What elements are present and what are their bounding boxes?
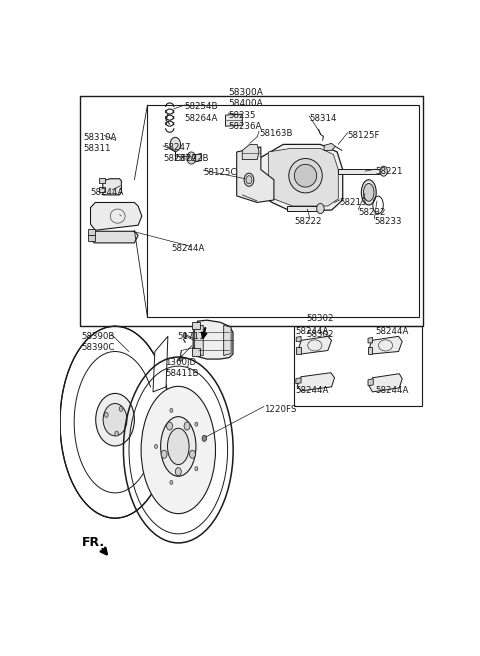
Text: 51711: 51711 [177, 333, 204, 341]
Text: 58254B
58264A: 58254B 58264A [185, 102, 218, 123]
Text: 58302: 58302 [306, 314, 334, 323]
Polygon shape [153, 337, 168, 392]
Text: 58390B
58390C: 58390B 58390C [82, 333, 115, 352]
Circle shape [155, 444, 157, 449]
Text: 1360JD
58411B: 1360JD 58411B [165, 358, 198, 378]
Bar [99, 188, 105, 192]
Text: 58213: 58213 [340, 198, 367, 207]
Circle shape [96, 394, 134, 446]
Circle shape [167, 422, 172, 430]
Polygon shape [297, 373, 335, 391]
Ellipse shape [294, 165, 317, 187]
Polygon shape [369, 337, 402, 354]
Circle shape [380, 166, 387, 176]
Polygon shape [368, 379, 373, 386]
Bar [192, 321, 200, 329]
Circle shape [170, 409, 173, 413]
Text: 58235
58236A: 58235 58236A [228, 111, 262, 131]
Polygon shape [268, 148, 338, 206]
Circle shape [195, 466, 198, 471]
Ellipse shape [289, 159, 322, 193]
Bar [147, 105, 419, 317]
Text: 58244A: 58244A [296, 327, 329, 337]
Bar [294, 326, 422, 406]
Text: 58244A: 58244A [296, 386, 329, 395]
Circle shape [190, 450, 195, 459]
Circle shape [170, 137, 180, 152]
Circle shape [317, 203, 324, 214]
Text: 58232: 58232 [359, 207, 386, 216]
Circle shape [119, 406, 123, 411]
Ellipse shape [361, 180, 376, 205]
Text: 58300A
58400A: 58300A 58400A [228, 88, 264, 108]
Bar [88, 236, 96, 241]
Circle shape [161, 450, 167, 459]
Ellipse shape [363, 184, 374, 201]
Polygon shape [298, 337, 332, 354]
Text: 58222B: 58222B [175, 154, 209, 163]
Text: 58244A: 58244A [375, 386, 409, 395]
Circle shape [187, 152, 196, 164]
Text: 58233: 58233 [374, 216, 402, 226]
Polygon shape [242, 144, 259, 159]
Text: 58163B: 58163B [259, 129, 292, 138]
Polygon shape [91, 232, 138, 243]
Bar [88, 229, 96, 236]
Polygon shape [195, 325, 203, 356]
Text: 58125C: 58125C [203, 168, 237, 177]
Text: 58244A: 58244A [172, 245, 205, 253]
Circle shape [115, 431, 119, 436]
Circle shape [246, 176, 252, 184]
Bar [81, 96, 423, 326]
Text: 58314: 58314 [309, 114, 337, 123]
Circle shape [244, 173, 254, 186]
Text: 58310A
58311: 58310A 58311 [83, 133, 117, 154]
Circle shape [175, 468, 181, 476]
Polygon shape [226, 114, 242, 126]
Polygon shape [296, 337, 301, 341]
Polygon shape [193, 320, 233, 359]
Polygon shape [296, 378, 301, 384]
Circle shape [105, 413, 108, 417]
Circle shape [179, 356, 183, 361]
Polygon shape [368, 337, 372, 343]
Text: FR.: FR. [83, 537, 106, 550]
Polygon shape [370, 374, 402, 392]
Circle shape [195, 422, 198, 426]
Text: 58222: 58222 [294, 216, 322, 226]
Polygon shape [91, 203, 142, 230]
Circle shape [202, 436, 206, 441]
Polygon shape [103, 178, 121, 195]
Bar [99, 178, 105, 183]
Circle shape [183, 333, 187, 338]
Text: 58244A: 58244A [91, 188, 124, 197]
Polygon shape [224, 325, 231, 356]
Polygon shape [257, 144, 343, 211]
Circle shape [184, 422, 190, 430]
Polygon shape [192, 154, 202, 163]
Polygon shape [338, 169, 384, 174]
Polygon shape [324, 144, 335, 150]
Bar [192, 348, 200, 356]
Text: 58302: 58302 [306, 330, 334, 339]
Polygon shape [237, 147, 274, 203]
Text: 58221: 58221 [375, 167, 403, 176]
Text: 1220FS: 1220FS [264, 405, 296, 413]
Ellipse shape [161, 417, 196, 476]
Polygon shape [368, 348, 372, 354]
Circle shape [103, 403, 127, 436]
Polygon shape [296, 348, 301, 354]
Polygon shape [287, 206, 321, 211]
Text: 58244A: 58244A [375, 327, 409, 337]
Circle shape [170, 480, 173, 485]
Text: 58125F: 58125F [348, 131, 380, 140]
Ellipse shape [141, 386, 216, 514]
Ellipse shape [168, 428, 189, 464]
Text: 58247
58237A: 58247 58237A [163, 144, 196, 163]
